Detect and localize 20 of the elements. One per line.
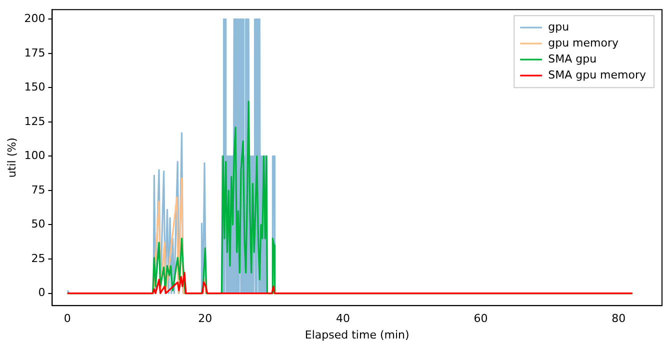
y-tick-label: 0 bbox=[38, 286, 46, 300]
x-tick-label: 40 bbox=[336, 312, 350, 326]
y-tick-label: 50 bbox=[31, 218, 46, 231]
legend-label: SMA gpu memory bbox=[548, 68, 646, 82]
x-axis-title: Elapsed time (min) bbox=[304, 328, 410, 342]
legend-label: SMA gpu bbox=[548, 52, 597, 66]
x-tick-label: 20 bbox=[198, 312, 212, 326]
x-tick-label: 0 bbox=[64, 312, 71, 326]
y-tick-label: 100 bbox=[24, 149, 46, 162]
legend-label: gpu memory bbox=[548, 36, 619, 50]
y-tick-label: 75 bbox=[31, 183, 46, 196]
x-tick-label: 80 bbox=[612, 312, 626, 326]
y-tick-label: 125 bbox=[24, 114, 46, 128]
y-tick-label: 25 bbox=[31, 252, 46, 265]
y-tick-label: 175 bbox=[24, 46, 46, 60]
legend-label: gpu bbox=[548, 20, 570, 34]
y-tick-label: 200 bbox=[24, 12, 46, 26]
y-tick-label: 150 bbox=[24, 80, 46, 94]
y-axis-title: util (%) bbox=[5, 138, 18, 178]
x-tick-label: 60 bbox=[474, 312, 488, 326]
